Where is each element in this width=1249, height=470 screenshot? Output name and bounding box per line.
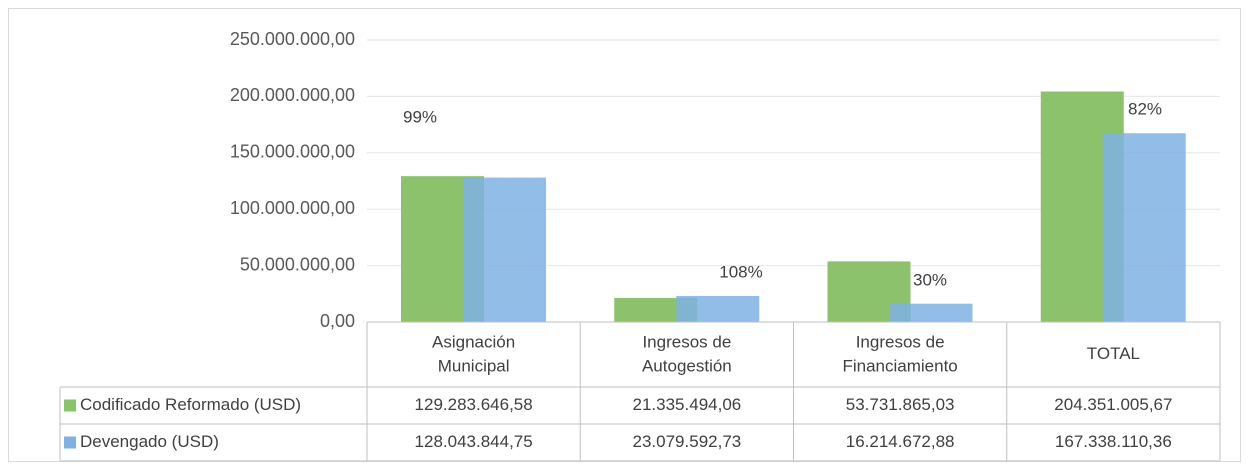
label-line: Ingresos de — [856, 333, 945, 352]
table-value: 21.335.494,06 — [633, 395, 742, 414]
table-value: 129.283.646,58 — [415, 395, 533, 414]
legend-label: Codificado Reformado (USD) — [80, 395, 301, 414]
y-tick-label: 100.000.000,00 — [230, 198, 355, 218]
bar — [463, 177, 546, 322]
bar — [676, 295, 760, 322]
annotation: 108% — [719, 262, 762, 281]
table-value: 53.731.865,03 — [846, 395, 955, 414]
label-line: Autogestión — [642, 357, 732, 376]
table-value: 16.214.672,88 — [846, 432, 955, 451]
table-value: 23.079.592,73 — [633, 432, 742, 451]
y-tick-label: 200.000.000,00 — [230, 85, 355, 105]
label-line: Financiamiento — [842, 357, 957, 376]
x-tick-label: TOTAL — [1087, 344, 1140, 363]
y-tick-label: 250.000.000,00 — [230, 29, 355, 49]
bar — [889, 303, 973, 322]
x-tick-label: Asignación Municipal — [432, 333, 515, 376]
annotation: 30% — [913, 270, 947, 289]
table-value: 128.043.844,75 — [415, 432, 533, 451]
x-tick-label: Ingresos de Financiamiento — [842, 333, 957, 376]
y-tick-label: 150.000.000,00 — [230, 142, 355, 162]
legend-key — [64, 399, 76, 412]
table-value: 167.338.110,36 — [1055, 432, 1172, 451]
label-line: Ingresos de — [642, 333, 731, 352]
annotation: 82% — [1128, 99, 1162, 118]
label-line: Municipal — [438, 357, 510, 376]
legend-label: Devengado (USD) — [80, 432, 219, 451]
table-value: 204.351.005,67 — [1054, 395, 1172, 414]
legend-key — [64, 436, 76, 449]
x-tick-label: Ingresos de Autogestión — [642, 333, 732, 376]
y-tick-label: 0,00 — [320, 311, 355, 331]
annotation: 99% — [403, 107, 437, 126]
y-tick-label: 50.000.000,00 — [240, 254, 355, 274]
label-line: Asignación — [432, 333, 515, 352]
chart-border — [8, 8, 1241, 462]
bar — [1102, 133, 1186, 322]
